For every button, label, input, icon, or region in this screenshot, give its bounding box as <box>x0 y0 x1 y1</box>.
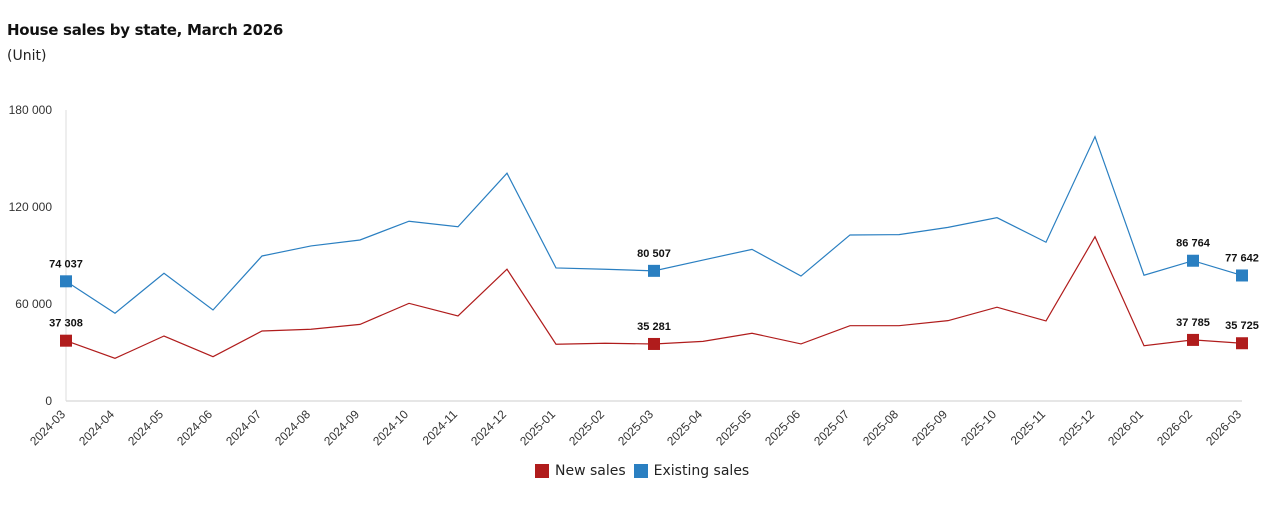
data-point-label: 74 037 <box>49 258 83 270</box>
x-tick-label: 2024-04 <box>76 407 117 448</box>
x-tick-label: 2024-09 <box>321 407 362 448</box>
x-tick-label: 2025-09 <box>909 407 950 448</box>
y-tick-label: 120 000 <box>9 200 53 214</box>
data-point-marker[interactable] <box>648 337 660 350</box>
x-tick-label: 2024-07 <box>223 407 264 448</box>
x-tick-label: 2025-07 <box>811 407 852 448</box>
legend-label-new-sales: New sales <box>555 463 626 479</box>
data-point-label: 37 308 <box>49 318 83 330</box>
x-tick-label: 2024-11 <box>420 407 461 448</box>
legend-label-existing-sales: Existing sales <box>653 463 750 479</box>
chart-title: House sales by state, March 2026 <box>7 21 283 39</box>
data-point-marker[interactable] <box>60 334 72 347</box>
data-point-label: 37 785 <box>1176 317 1210 329</box>
data-point-label: 80 507 <box>637 248 671 260</box>
data-point-label: 35 281 <box>637 321 671 333</box>
x-tick-label: 2024-03 <box>27 407 68 448</box>
x-tick-label: 2025-01 <box>517 407 558 448</box>
x-tick-label: 2024-08 <box>272 407 313 448</box>
x-tick-label: 2026-01 <box>1105 407 1146 448</box>
x-tick-label: 2026-03 <box>1203 407 1244 448</box>
y-tick-label: 0 <box>45 394 52 408</box>
x-axis: 2024-03 2024-04 2024-05 2024-06 2024-07 2024-… <box>27 400 1244 448</box>
data-point-marker[interactable] <box>1236 269 1248 282</box>
x-tick-label: 2024-12 <box>468 407 509 448</box>
x-tick-label: 2025-05 <box>713 407 754 448</box>
x-tick-label: 2024-05 <box>125 407 166 448</box>
y-axis: 0 60 000 120 000 180 000 <box>9 103 67 408</box>
legend-item-existing-sales[interactable]: Existing sales <box>633 463 750 479</box>
x-tick-label: 2026-02 <box>1154 407 1195 448</box>
new-sales-swatch-icon <box>535 464 549 478</box>
data-point-label: 86 764 <box>1176 238 1211 250</box>
x-tick-label: 2024-10 <box>370 407 411 448</box>
series-layer <box>60 135 1248 359</box>
data-point-label: 77 642 <box>1225 252 1259 264</box>
x-tick-label: 2025-10 <box>958 407 999 448</box>
data-point-marker[interactable] <box>1187 254 1199 267</box>
data-point-marker[interactable] <box>648 264 660 277</box>
x-tick-label: 2024-06 <box>174 407 215 448</box>
data-labels: 37 308 35 281 37 785 35 725 74 037 80 507 86 7… <box>49 238 1259 333</box>
x-tick-label: 2025-11 <box>1008 407 1049 448</box>
chart-subtitle: (Unit) <box>7 48 47 64</box>
x-tick-label: 2025-08 <box>860 407 901 448</box>
x-tick-label: 2025-03 <box>615 407 656 448</box>
data-point-marker[interactable] <box>1236 337 1248 350</box>
existing-sales-swatch-icon <box>633 464 648 478</box>
x-tick-label: 2025-12 <box>1056 407 1097 448</box>
legend-item-new-sales[interactable]: New sales <box>535 463 626 479</box>
legend: New sales Existing sales <box>535 463 749 479</box>
data-point-label: 35 725 <box>1225 320 1259 332</box>
x-tick-label: 2025-02 <box>566 407 607 448</box>
data-point-marker[interactable] <box>1187 333 1199 346</box>
data-point-marker[interactable] <box>60 275 72 288</box>
x-tick-label: 2025-04 <box>664 407 705 448</box>
y-tick-label: 180 000 <box>9 103 53 117</box>
y-tick-label: 60 000 <box>15 297 52 311</box>
x-tick-label: 2025-06 <box>762 407 803 448</box>
